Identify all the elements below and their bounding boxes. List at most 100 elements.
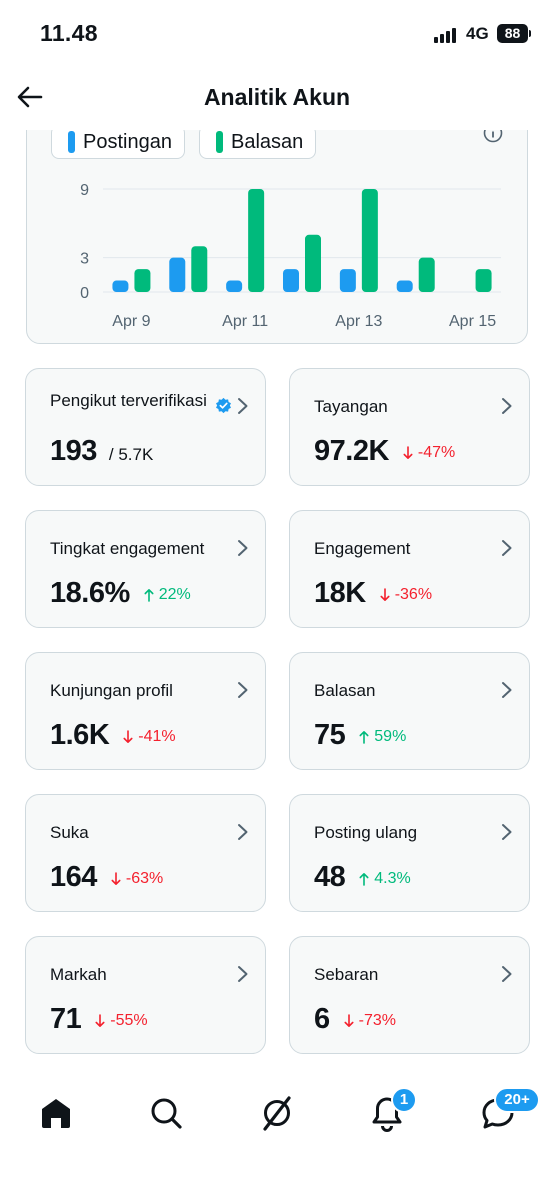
stat-change: -55% — [95, 1012, 148, 1030]
stat-value: 6 — [314, 1003, 330, 1035]
home-icon — [42, 1099, 70, 1128]
chevron-right-icon — [502, 398, 512, 414]
verified-badge-icon — [216, 397, 231, 414]
bar-chart: 0 3 9 Apr 9 Apr 11 Apr 13 Apr 15 — [80, 182, 501, 330]
stat-value: 75 — [314, 719, 346, 751]
battery-icon: 88 — [497, 24, 528, 43]
page-title: Analitik Akun — [203, 84, 351, 110]
stat-value-row: 6 -73% — [314, 1003, 396, 1036]
bar-postingan[interactable] — [396, 280, 413, 292]
back-arrow-icon[interactable] — [14, 81, 46, 113]
stat-label: Tingkat engagement — [50, 539, 205, 558]
stat-value-row: 75 59% — [314, 719, 406, 752]
bar-postingan[interactable] — [283, 269, 299, 292]
stat-card[interactable]: Posting ulang 48 4.3% — [289, 794, 530, 912]
stat-value: 48 — [314, 861, 346, 893]
arrow-down-icon — [123, 730, 133, 743]
bar-postingan[interactable] — [339, 269, 356, 292]
chevron-right-icon — [502, 682, 512, 698]
stat-change: 59% — [359, 728, 406, 746]
nav-grok[interactable] — [257, 1093, 297, 1133]
stat-value-row: 97.2K -47% — [314, 435, 455, 468]
stat-label: Markah — [50, 965, 107, 984]
battery-cap — [529, 30, 531, 37]
stat-value: 97.2K — [314, 435, 389, 467]
stat-value: 71 — [50, 1003, 82, 1035]
stat-change: -73% — [344, 1012, 396, 1030]
legend-swatch-balasan — [216, 131, 223, 153]
bar-balasan[interactable] — [134, 269, 151, 292]
x-tick-label: Apr 15 — [449, 313, 496, 330]
nav-home[interactable] — [36, 1093, 76, 1133]
stat-card[interactable]: Sebaran 6 -73% — [289, 936, 530, 1054]
messages-badge: 20+ — [494, 1087, 540, 1113]
bottom-navigation: 1 20+ — [0, 1075, 554, 1199]
stat-change: -63% — [111, 870, 163, 888]
stat-change: -41% — [123, 728, 176, 746]
stat-card[interactable]: Tayangan 97.2K -47% — [289, 368, 530, 486]
stat-label: Engagement — [314, 539, 411, 558]
chevron-right-icon — [502, 540, 512, 556]
stat-card[interactable]: Engagement 18K -36% — [289, 510, 530, 628]
stat-change-value: 59% — [374, 728, 407, 745]
arrow-down-icon — [344, 1014, 354, 1027]
arrow-down-icon — [95, 1014, 105, 1027]
arrow-down-icon — [403, 446, 413, 459]
signal-icon — [434, 27, 460, 43]
bar-balasan[interactable] — [248, 189, 265, 292]
stat-value-row: 193 / 5.7K — [50, 435, 153, 468]
chevron-right-icon — [502, 824, 512, 840]
y-tick-label: 3 — [80, 251, 89, 268]
stat-label: Suka — [50, 823, 89, 842]
arrow-up-icon — [359, 731, 369, 744]
x-tick-label: Apr 11 — [222, 313, 268, 330]
header: Analitik Akun — [0, 66, 554, 130]
arrow-up-icon — [359, 873, 369, 886]
bar-balasan[interactable] — [418, 257, 435, 292]
bar-balasan[interactable] — [305, 234, 321, 292]
stat-card[interactable]: Pengikut terverifikasi 193 / 5.7K — [25, 368, 266, 486]
activity-chart-card: Postingan Balasan 0 3 9 Apr 9 Apr 11 Apr 13 Ap… — [26, 100, 528, 344]
bar-postingan[interactable] — [112, 280, 129, 292]
nav-notifications[interactable]: 1 — [367, 1087, 417, 1133]
stat-card[interactable]: Tingkat engagement 18.6% 22% — [25, 510, 266, 628]
x-tick-label: Apr 9 — [112, 313, 150, 330]
chevron-right-icon — [238, 540, 248, 556]
arrow-up-icon — [144, 589, 154, 602]
stat-card[interactable]: Kunjungan profil 1.6K -41% — [25, 652, 266, 770]
stat-change: -36% — [380, 586, 432, 604]
stat-card[interactable]: Suka 164 -63% — [25, 794, 266, 912]
stat-value-row: 164 -63% — [50, 861, 163, 894]
stat-card[interactable]: Balasan 75 59% — [289, 652, 530, 770]
stat-change-value: -73% — [358, 1012, 396, 1029]
status-bar: 11.48 4G 88 — [0, 0, 554, 66]
stat-label: Posting ulang — [314, 823, 418, 842]
stat-value-row: 18K -36% — [314, 577, 432, 610]
stat-value: 193 — [50, 435, 97, 467]
stat-value: 164 — [50, 861, 97, 893]
stat-card[interactable]: Markah 71 -55% — [25, 936, 266, 1054]
stat-label: Kunjungan profil — [50, 681, 173, 700]
bar-postingan[interactable] — [226, 280, 243, 292]
bar-balasan[interactable] — [191, 246, 208, 292]
chevron-right-icon — [238, 682, 248, 698]
bar-balasan[interactable] — [361, 189, 378, 292]
stat-change: -47% — [403, 444, 455, 462]
status-time: 11.48 — [40, 20, 98, 46]
network-type: 4G — [466, 24, 489, 43]
nav-messages[interactable]: 20+ — [478, 1087, 540, 1133]
stat-change-value: -55% — [110, 1012, 148, 1029]
stat-value: 18.6% — [50, 577, 130, 609]
legend-swatch-postingan — [68, 131, 75, 153]
notifications-badge: 1 — [391, 1087, 417, 1113]
bar-postingan[interactable] — [169, 257, 186, 292]
y-tick-label: 9 — [80, 182, 89, 199]
bar-balasan[interactable] — [475, 269, 492, 292]
grok-icon — [263, 1096, 291, 1131]
chevron-right-icon — [502, 966, 512, 982]
legend-balasan[interactable]: Balasan — [199, 125, 317, 159]
search-icon — [151, 1098, 182, 1129]
nav-search[interactable] — [146, 1093, 186, 1133]
chevron-right-icon — [238, 398, 248, 414]
arrow-down-icon — [380, 588, 390, 601]
